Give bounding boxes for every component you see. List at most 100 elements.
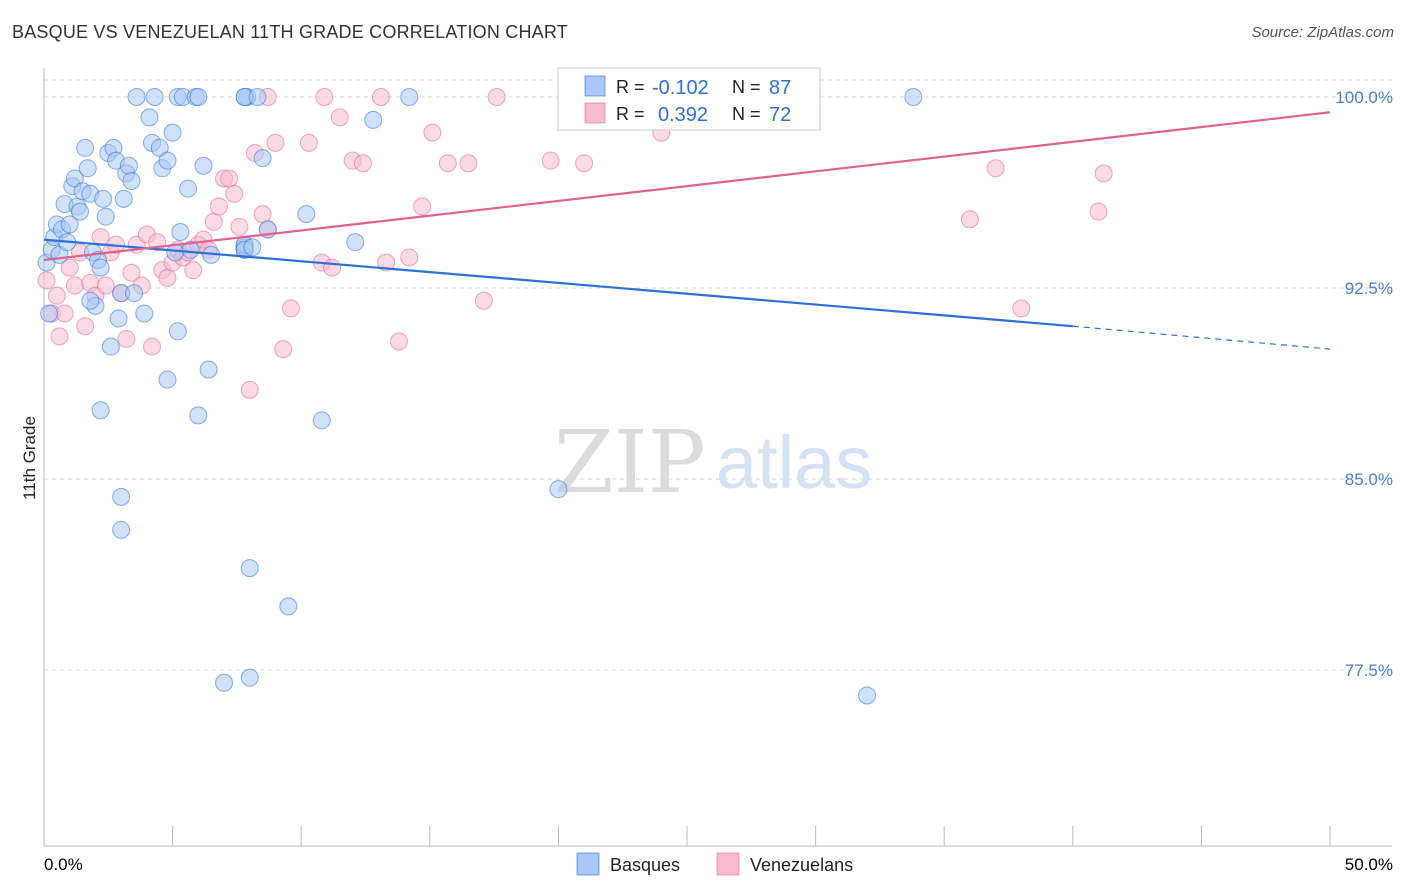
basques-point	[78, 159, 97, 178]
y-tick-label: 77.5%	[1345, 661, 1393, 680]
basques-point	[549, 480, 568, 499]
basques-point	[125, 284, 144, 303]
basques-point	[127, 88, 146, 106]
basques-point	[199, 360, 218, 379]
venezuelans-point	[274, 340, 293, 359]
stats-r-value-basques: -0.102	[652, 77, 709, 99]
venezuelans-points	[37, 88, 1113, 399]
basques-point	[114, 189, 133, 208]
stats-n-value-venezuelans: 72	[769, 104, 791, 126]
basques-point	[346, 233, 365, 252]
venezuelans-point	[330, 108, 349, 127]
venezuelans-point	[50, 327, 69, 346]
venezuelans-point	[487, 88, 506, 106]
venezuelans-point	[60, 258, 79, 277]
basques-point	[112, 520, 131, 539]
legend-swatch-venezuelans	[716, 852, 740, 876]
stats-swatch-basques	[584, 75, 606, 97]
venezuelans-point	[230, 217, 249, 236]
basques-trend-extension	[1072, 325, 1331, 350]
basques-point	[248, 88, 267, 106]
basques-point	[158, 151, 177, 170]
venezuelans-point	[143, 337, 162, 356]
source-credit: Source: ZipAtlas.com	[1251, 24, 1394, 41]
venezuelans-point	[353, 154, 372, 173]
basques-point	[96, 207, 115, 226]
basques-point	[158, 370, 177, 389]
basques-point	[140, 108, 159, 127]
basques-point	[858, 686, 877, 705]
basques-trend-line	[43, 238, 1073, 328]
venezuelans-point	[541, 151, 560, 170]
basques-point	[215, 673, 234, 692]
venezuelans-point	[575, 154, 594, 173]
basques-point	[71, 202, 90, 221]
basques-point	[145, 88, 164, 106]
basques-point	[364, 110, 383, 129]
axes	[43, 68, 1392, 847]
stats-n-label-venezuelans: N =	[732, 104, 761, 124]
x-tick-label-max: 50.0%	[1345, 855, 1393, 874]
venezuelans-point	[184, 261, 203, 280]
basques-point	[109, 309, 128, 328]
venezuelans-point	[1089, 202, 1108, 221]
watermark-atlas: atlas	[716, 421, 872, 504]
venezuelans-point	[122, 263, 141, 282]
y-tick-label: 85.0%	[1345, 470, 1393, 489]
venezuelans-point	[240, 380, 259, 399]
venezuelans-point	[47, 286, 66, 305]
venezuelans-point	[158, 268, 177, 287]
basques-point	[189, 88, 208, 106]
basques-point	[81, 291, 100, 310]
venezuelans-point	[438, 154, 457, 173]
venezuelans-point	[400, 248, 419, 267]
y-tick-label: 92.5%	[1345, 279, 1393, 298]
basques-point	[122, 172, 141, 191]
venezuelans-point	[37, 271, 56, 290]
venezuelans-point	[423, 123, 442, 142]
stats-r-label-basques: R =	[616, 77, 645, 97]
basques-points	[37, 88, 923, 705]
y-tick-label: 100.0%	[1335, 88, 1393, 107]
venezuelans-point	[474, 291, 493, 310]
venezuelans-point	[459, 154, 478, 173]
venezuelans-point	[986, 159, 1005, 178]
stats-r-value-venezuelans: 0.392	[658, 104, 708, 126]
venezuelans-point	[281, 299, 300, 318]
venezuelans-point	[204, 212, 223, 231]
venezuelans-point	[91, 228, 110, 247]
basques-point	[112, 487, 131, 506]
venezuelans-point	[960, 210, 979, 229]
venezuelans-point	[209, 197, 228, 216]
basques-point	[312, 411, 331, 430]
legend-label-venezuelans: Venezuelans	[750, 855, 853, 875]
basques-point	[171, 222, 190, 241]
basques-point	[76, 138, 95, 157]
venezuelans-point	[76, 317, 95, 336]
basques-point	[240, 559, 259, 578]
legend-swatch-basques	[576, 852, 600, 876]
x-tick-label-min: 0.0%	[44, 855, 83, 874]
basques-point	[40, 304, 59, 323]
basques-point	[91, 258, 110, 277]
stats-n-label-basques: N =	[732, 77, 761, 97]
venezuelans-point	[315, 88, 334, 106]
basques-point	[904, 88, 923, 106]
venezuelans-point	[96, 276, 115, 295]
basques-point	[60, 215, 79, 234]
series-legend: Basques Venezuelans	[576, 852, 853, 876]
venezuelans-point	[266, 133, 285, 152]
chart-title: BASQUE VS VENEZUELAN 11TH GRADE CORRELAT…	[12, 22, 568, 42]
venezuelans-point	[377, 253, 396, 272]
basques-point	[297, 205, 316, 224]
venezuelans-point	[55, 304, 74, 323]
basques-point	[179, 179, 198, 198]
legend-label-basques: Basques	[610, 855, 680, 875]
venezuelans-trend-line	[43, 111, 1331, 262]
basques-point	[243, 238, 262, 257]
stats-legend: R = -0.102 N = 87 R = 0.392 N = 72	[557, 67, 821, 131]
basques-point	[94, 189, 113, 208]
venezuelans-point	[371, 88, 390, 106]
basques-point	[91, 401, 110, 420]
